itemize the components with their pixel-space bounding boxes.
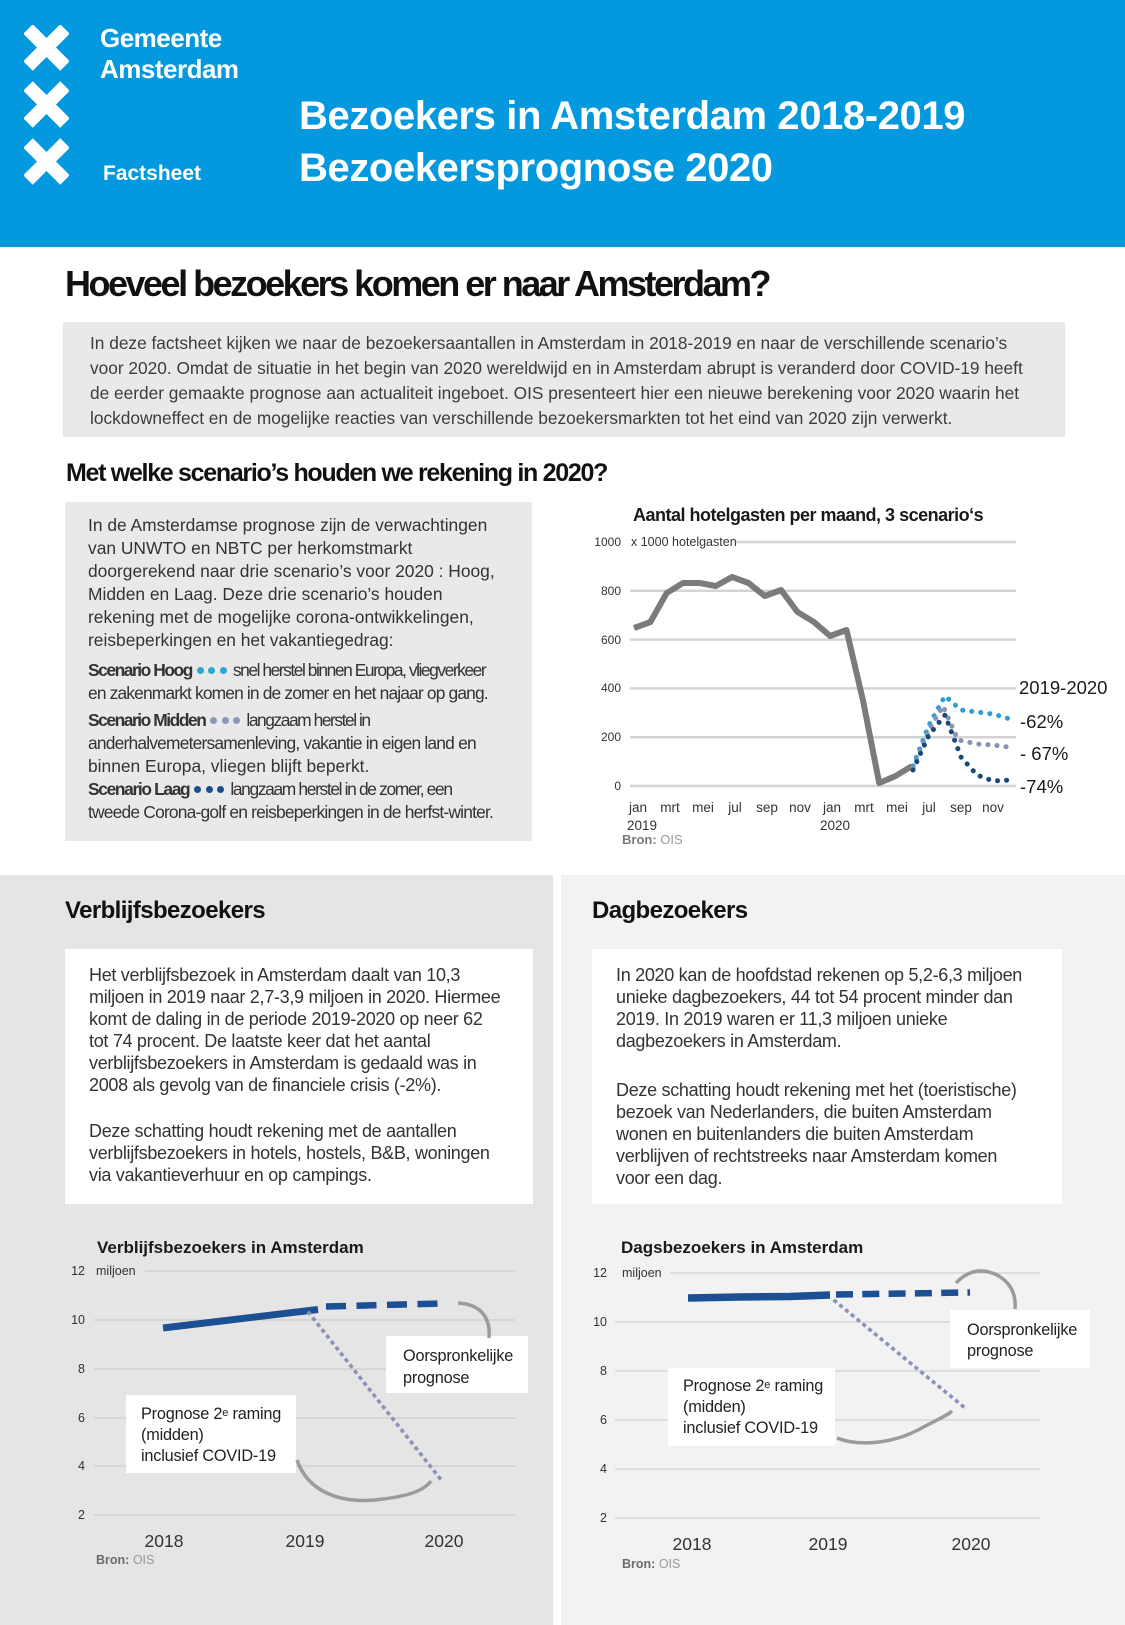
- svg-text:2019: 2019: [286, 1531, 325, 1551]
- svg-text:jul: jul: [727, 800, 742, 815]
- svg-text:2020: 2020: [952, 1534, 991, 1554]
- svg-text:600: 600: [601, 633, 621, 647]
- svg-text:mei: mei: [692, 800, 714, 815]
- svg-text:-74%: -74%: [1020, 776, 1063, 797]
- svg-text:Prognose 2e raming: Prognose 2e raming: [683, 1377, 823, 1395]
- svg-text:10: 10: [593, 1315, 607, 1329]
- svg-text:2: 2: [78, 1508, 85, 1522]
- svg-text:sep: sep: [756, 800, 778, 815]
- svg-text:Aantal hotelgasten per maand,: Aantal hotelgasten per maand, 3 scenario…: [633, 505, 984, 525]
- svg-text:prognose: prognose: [967, 1342, 1033, 1360]
- svg-text:8: 8: [78, 1362, 85, 1376]
- svg-text:12: 12: [71, 1264, 85, 1278]
- svg-text:4: 4: [600, 1462, 607, 1476]
- svg-text:6: 6: [600, 1413, 607, 1427]
- svg-text:jul: jul: [921, 800, 936, 815]
- svg-text:mrt: mrt: [660, 800, 680, 815]
- svg-text:miljoen: miljoen: [622, 1266, 662, 1280]
- svg-text:400: 400: [601, 681, 621, 695]
- svg-text:6: 6: [78, 1411, 85, 1425]
- svg-text:(midden): (midden): [141, 1426, 204, 1444]
- svg-text:x 1000 hotelgasten: x 1000 hotelgasten: [631, 535, 737, 549]
- svg-text:jan: jan: [628, 800, 647, 815]
- svg-text:nov: nov: [982, 800, 1004, 815]
- svg-text:Dagsbezoekers in Amsterdam: Dagsbezoekers in Amsterdam: [621, 1238, 863, 1257]
- svg-text:miljoen: miljoen: [96, 1264, 136, 1278]
- svg-text:Verblijfsbezoekers in Amsterda: Verblijfsbezoekers in Amsterdam: [97, 1238, 364, 1257]
- svg-text:2019-2020: 2019-2020: [1019, 677, 1107, 698]
- svg-text:Prognose 2e raming: Prognose 2e raming: [141, 1405, 281, 1423]
- svg-text:2019: 2019: [809, 1534, 848, 1554]
- svg-text:Bron: OIS: Bron: OIS: [96, 1553, 154, 1567]
- svg-text:-62%: -62%: [1020, 711, 1063, 732]
- svg-text:nov: nov: [789, 800, 811, 815]
- svg-text:prognose: prognose: [403, 1369, 469, 1387]
- svg-text:inclusief COVID-19: inclusief COVID-19: [683, 1419, 818, 1437]
- svg-text:12: 12: [593, 1266, 607, 1280]
- svg-text:8: 8: [600, 1364, 607, 1378]
- svg-text:2019: 2019: [627, 818, 657, 833]
- svg-text:0: 0: [614, 779, 621, 793]
- svg-text:10: 10: [71, 1313, 85, 1327]
- svg-text:Bron: OIS: Bron: OIS: [622, 1557, 680, 1571]
- svg-text:mrt: mrt: [854, 800, 874, 815]
- svg-text:800: 800: [601, 584, 621, 598]
- svg-text:(midden): (midden): [683, 1398, 746, 1416]
- svg-text:jan: jan: [822, 800, 841, 815]
- svg-text:Bron: OIS: Bron: OIS: [622, 832, 683, 847]
- svg-text:4: 4: [78, 1459, 85, 1473]
- svg-text:2018: 2018: [145, 1531, 184, 1551]
- svg-text:- 67%: - 67%: [1020, 743, 1068, 764]
- svg-text:2020: 2020: [820, 818, 850, 833]
- svg-text:2: 2: [600, 1511, 607, 1525]
- svg-text:Oorspronkelijke: Oorspronkelijke: [967, 1321, 1077, 1339]
- svg-text:1000: 1000: [594, 535, 621, 549]
- svg-text:2018: 2018: [673, 1534, 712, 1554]
- svg-text:2020: 2020: [425, 1531, 464, 1551]
- svg-text:200: 200: [601, 730, 621, 744]
- svg-text:Oorspronkelijke: Oorspronkelijke: [403, 1347, 513, 1365]
- svg-text:mei: mei: [886, 800, 908, 815]
- svg-text:inclusief COVID-19: inclusief COVID-19: [141, 1447, 276, 1465]
- svg-text:sep: sep: [950, 800, 972, 815]
